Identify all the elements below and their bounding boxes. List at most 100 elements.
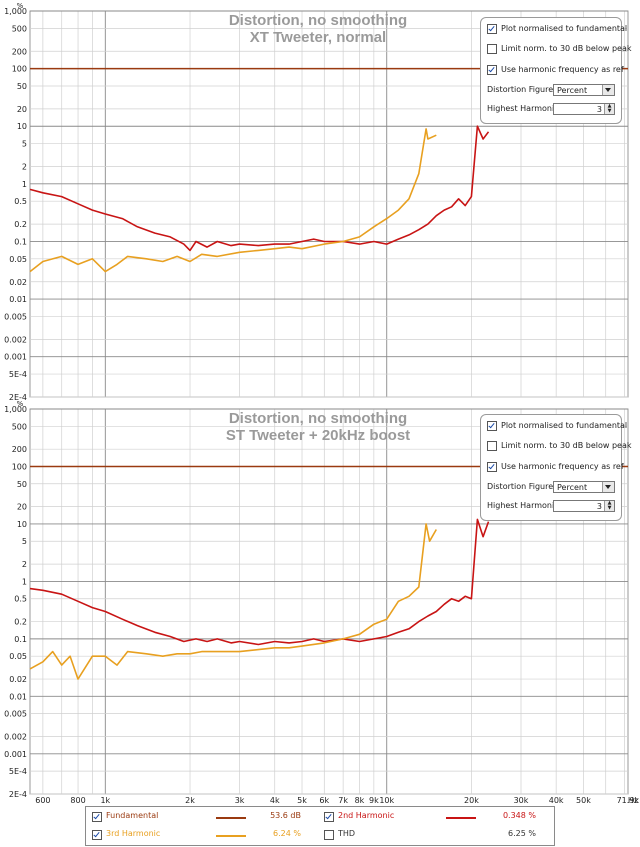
y-tick-label: 1,000 xyxy=(4,405,27,414)
use-harmonic-checkbox[interactable] xyxy=(487,65,497,75)
limit-norm-option[interactable]: Limit norm. to 30 dB below peak xyxy=(487,440,632,452)
y-tick-label: 20 xyxy=(17,105,27,114)
fundamental-value: 53.6 dB xyxy=(270,811,301,820)
second-harmonic-label: 2nd Harmonic xyxy=(338,811,395,820)
x-tick-label: 1k xyxy=(100,796,110,805)
thd-value: 6.25 % xyxy=(508,829,536,838)
x-tick-label: 40k xyxy=(549,796,564,805)
thd-label: THD xyxy=(338,829,356,838)
chart-subtitle: XT Tweeter, normal xyxy=(250,29,386,46)
limit-norm-checkbox[interactable] xyxy=(487,441,497,451)
plot-normalised-label: Plot normalised to fundamental xyxy=(501,24,628,33)
chart-subtitle: ST Tweeter + 20kHz boost xyxy=(226,427,410,444)
second-harmonic-swatch xyxy=(446,817,476,819)
distortion-figures-select[interactable]: Percent xyxy=(553,481,615,493)
highest-harmonic-value: 3 xyxy=(596,105,602,114)
x-tick-label: 3k xyxy=(235,796,245,805)
chevron-down-icon[interactable] xyxy=(602,85,614,95)
distortion-figures-row: Distortion Figures: xyxy=(487,480,560,494)
chevron-down-icon[interactable] xyxy=(602,482,614,492)
x-tick-label: 7k xyxy=(338,796,348,805)
second-harmonic-value: 0.348 % xyxy=(502,811,536,820)
fundamental-label: Fundamental xyxy=(106,811,159,820)
third-harmonic-line xyxy=(29,128,437,273)
fundamental-checkbox[interactable] xyxy=(92,812,102,822)
y-tick-label: 50 xyxy=(17,82,27,91)
y-tick-label: 1 xyxy=(22,180,27,189)
distortion-figures-select[interactable]: Percent xyxy=(553,84,615,96)
x-tick-label: 20k xyxy=(464,796,479,805)
highest-harmonic-stepper[interactable]: 3 ▲ ▼ xyxy=(553,103,615,115)
plot-normalised-label: Plot normalised to fundamental xyxy=(501,421,628,430)
limit-norm-checkbox[interactable] xyxy=(487,44,497,54)
x-tick-label: 4k xyxy=(270,796,280,805)
y-tick-label: 2E-4 xyxy=(9,393,27,402)
y-tick-label: 0.02 xyxy=(9,278,27,287)
use-harmonic-option[interactable]: Use harmonic frequency as ref xyxy=(487,461,624,473)
x-tick-label: 8k xyxy=(355,796,365,805)
y-tick-label: 0.5 xyxy=(14,197,27,206)
stepper-arrows-icon[interactable]: ▲ ▼ xyxy=(604,501,614,511)
highest-harmonic-row: Highest Harmonic: xyxy=(487,102,561,116)
y-tick-label: 0.2 xyxy=(14,618,27,627)
highest-harmonic-value: 3 xyxy=(596,502,602,511)
plot-normalised-checkbox[interactable] xyxy=(487,421,497,431)
y-tick-label: 0.002 xyxy=(4,335,27,344)
y-tick-label: 2 xyxy=(22,560,27,569)
fundamental-swatch xyxy=(216,817,246,819)
y-unit-label: % xyxy=(17,400,24,408)
plot-normalised-option[interactable]: Plot normalised to fundamental xyxy=(487,420,627,432)
y-tick-label: 0.1 xyxy=(14,635,27,644)
y-tick-label: 0.05 xyxy=(9,255,27,264)
second-harmonic-checkbox[interactable] xyxy=(324,812,334,822)
use-harmonic-option[interactable]: Use harmonic frequency as ref xyxy=(487,64,624,76)
y-tick-label: 1 xyxy=(22,577,27,586)
highest-harmonic-label: Highest Harmonic: xyxy=(487,501,562,510)
legend-row: Fundamental 53.6 dB 2nd Harmonic 0.348 % xyxy=(86,809,554,825)
x-tick-label: 30k xyxy=(514,796,529,805)
x-tick-label: 50k xyxy=(576,796,591,805)
y-tick-label: 0.01 xyxy=(9,295,27,304)
highest-harmonic-stepper[interactable]: 3 ▲ ▼ xyxy=(553,500,615,512)
use-harmonic-label: Use harmonic frequency as ref xyxy=(501,65,624,74)
legend-row: 3rd Harmonic 6.24 % THD 6.25 % xyxy=(86,827,554,843)
x-unit-label: Hz xyxy=(628,796,638,805)
third-harmonic-line xyxy=(29,523,437,680)
y-tick-label: 2 xyxy=(22,163,27,172)
x-tick-label: 9k xyxy=(369,796,379,805)
limit-norm-label: Limit norm. to 30 dB below peak xyxy=(501,44,632,53)
y-tick-label: 1,000 xyxy=(4,7,27,16)
second-harmonic-line xyxy=(29,125,490,252)
distortion-figures-label: Distortion Figures: xyxy=(487,85,561,94)
y-tick-label: 500 xyxy=(12,24,27,33)
use-harmonic-checkbox[interactable] xyxy=(487,462,497,472)
y-tick-label: 0.002 xyxy=(4,733,27,742)
third-harmonic-label: 3rd Harmonic xyxy=(106,829,161,838)
y-tick-label: 0.05 xyxy=(9,652,27,661)
y-tick-label: 500 xyxy=(12,422,27,431)
y-tick-label: 5 xyxy=(22,537,27,546)
highest-harmonic-label: Highest Harmonic: xyxy=(487,104,562,113)
y-tick-label: 10 xyxy=(17,520,27,529)
y-tick-label: 0.5 xyxy=(14,595,27,604)
limit-norm-option[interactable]: Limit norm. to 30 dB below peak xyxy=(487,43,632,55)
third-harmonic-checkbox[interactable] xyxy=(92,830,102,840)
y-tick-label: 100 xyxy=(12,65,27,74)
second-harmonic-line xyxy=(29,518,490,646)
plot-normalised-option[interactable]: Plot normalised to fundamental xyxy=(487,23,627,35)
thd-checkbox[interactable] xyxy=(324,830,334,840)
y-tick-label: 0.02 xyxy=(9,675,27,684)
chart-title: Distortion, no smoothing xyxy=(229,12,407,29)
y-tick-label: 0.1 xyxy=(14,237,27,246)
y-tick-label: 0.2 xyxy=(14,220,27,229)
stepper-arrows-icon[interactable]: ▲ ▼ xyxy=(604,104,614,114)
x-tick-label: 6k xyxy=(319,796,329,805)
x-tick-label: 5k xyxy=(297,796,307,805)
chart-title: Distortion, no smoothing xyxy=(229,410,407,427)
third-harmonic-value: 6.24 % xyxy=(273,829,301,838)
x-tick-label: 71.9k xyxy=(617,796,640,805)
plot-normalised-checkbox[interactable] xyxy=(487,24,497,34)
highest-harmonic-row: Highest Harmonic: xyxy=(487,499,561,513)
x-tick-label: 600 xyxy=(35,796,50,805)
y-tick-label: 10 xyxy=(17,122,27,131)
